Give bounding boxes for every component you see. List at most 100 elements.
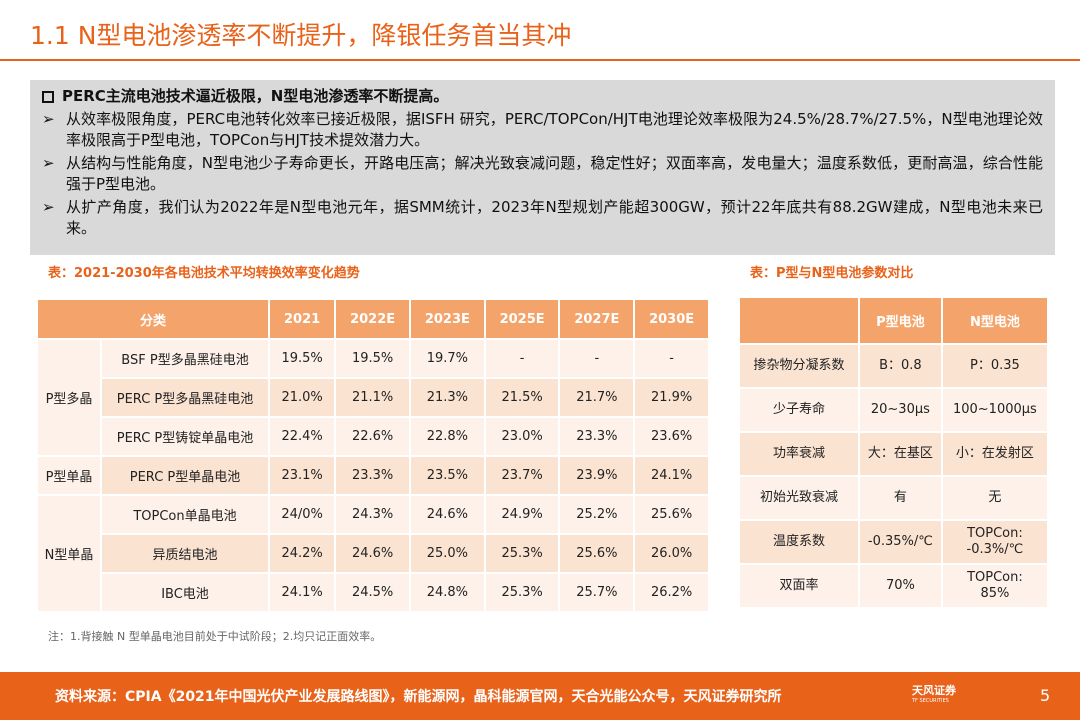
- cell: 25.3%: [485, 535, 559, 572]
- cell: 21.5%: [485, 379, 559, 416]
- row: 双面率 70% TOPCon: 85%: [740, 565, 1047, 607]
- cell: 24.6%: [336, 535, 409, 572]
- cell: 21.9%: [635, 379, 708, 416]
- cell: TOPCon: 85%: [942, 565, 1047, 607]
- cell: 24/0%: [270, 496, 335, 533]
- cell: 21.7%: [560, 379, 634, 416]
- cell: 25.3%: [485, 574, 559, 611]
- column-header: N型电池: [942, 298, 1047, 343]
- logo-sub: TF SECURITIES: [912, 698, 949, 704]
- cell: 22.4%: [270, 418, 335, 455]
- row: PERC P型多晶黑硅电池 21.0% 21.1% 21.3% 21.5% 21.7% 21…: [38, 379, 708, 416]
- cell: 22.8%: [410, 418, 484, 455]
- row: 初始光致衰减有无: [740, 477, 1047, 519]
- cell: 25.6%: [560, 535, 634, 572]
- cell: 25.0%: [410, 535, 484, 572]
- rule: [0, 59, 1080, 61]
- cell: 23.3%: [336, 457, 409, 494]
- note: 注：1.背接触 N 型单晶电池目前处于中试阶段；2.均只记正面效率。: [48, 630, 382, 643]
- efficiency-table: 分类 2021 2022E 2023E 2025E 2027E 2030E P型多晶 BSF P…: [36, 298, 710, 613]
- cell: 初始光致衰减: [740, 477, 858, 519]
- cell: 23.1%: [270, 457, 335, 494]
- cell: -0.35%/℃: [860, 521, 941, 563]
- caption: 表：P型与N型电池参数对比: [750, 266, 914, 281]
- cell: 24.5%: [336, 574, 409, 611]
- column-header: 分类: [38, 300, 268, 338]
- cell: 功率衰减: [740, 433, 858, 475]
- cell: 20~30μs: [860, 389, 941, 431]
- row-name: 异质结电池: [102, 535, 268, 572]
- header-row: 分类 2021 2022E 2023E 2025E 2027E 2030E: [38, 300, 708, 338]
- cell: 23.5%: [410, 457, 484, 494]
- cell: 小：在发射区: [942, 433, 1047, 475]
- column-header: 2025E: [485, 300, 559, 338]
- cell: 70%: [860, 565, 941, 607]
- cell: 23.3%: [560, 418, 634, 455]
- source: 资料来源：CPIA《2021年中国光伏产业发展路线图》，新能源网，晶科能源官网，…: [55, 689, 782, 705]
- group-cell: P型多晶: [38, 340, 100, 455]
- cell: 双面率: [740, 565, 858, 607]
- footer-bar: [0, 672, 1080, 720]
- column-header: 2022E: [336, 300, 409, 338]
- cell: 19.7%: [410, 340, 484, 377]
- cell: B：0.8: [860, 345, 941, 387]
- cell: 25.7%: [560, 574, 634, 611]
- row: 掺杂物分凝系数 B：0.8 P：0.35: [740, 345, 1047, 387]
- cell: 26.0%: [635, 535, 708, 572]
- row: 少子寿命 20~30μs 100~1000μs: [740, 389, 1047, 431]
- caption: 表：2021-2030年各电池技术平均转换效率变化趋势: [48, 266, 360, 281]
- cell: 温度系数: [740, 521, 858, 563]
- cell: 少子寿命: [740, 389, 858, 431]
- bullet: 从效率极限角度，PERC电池转化效率已接近极限，据ISFH 研究，PERC/TO…: [40, 109, 1043, 151]
- row-name: PERC P型多晶黑硅电池: [102, 379, 268, 416]
- cell: 24.6%: [410, 496, 484, 533]
- cell: 21.3%: [410, 379, 484, 416]
- row-name: PERC P型铸锭单晶电池: [102, 418, 268, 455]
- row: PERC P型铸锭单晶电池 22.4% 22.6% 22.8% 23.0% 23.3% 23…: [38, 418, 708, 455]
- row: 温度系数 -0.35%/℃ TOPCon: -0.3%/℃: [740, 521, 1047, 563]
- row: 异质结电池 24.2% 24.6% 25.0% 25.3% 25.6% 26.0%: [38, 535, 708, 572]
- cell: TOPCon: -0.3%/℃: [942, 521, 1047, 563]
- logo: 天风证券 TF SECURITIES: [912, 682, 956, 704]
- cell: 大：在基区: [860, 433, 941, 475]
- cell: 24.2%: [270, 535, 335, 572]
- cell: 掺杂物分凝系数: [740, 345, 858, 387]
- row: P型单晶 PERC P型单晶电池 23.1% 23.3% 23.5% 23.7% 23.9%…: [38, 457, 708, 494]
- cell: 23.6%: [635, 418, 708, 455]
- cell: 23.0%: [485, 418, 559, 455]
- cell: 有: [860, 477, 941, 519]
- row-name: BSF P型多晶黑硅电池: [102, 340, 268, 377]
- bullet: 从结构与性能角度，N型电池少子寿命更长，开路电压高；解决光致衰减问题，稳定性好；…: [40, 153, 1043, 195]
- cell: 21.1%: [336, 379, 409, 416]
- row-name: TOPCon单晶电池: [102, 496, 268, 533]
- row: 功率衰减 大：在基区 小：在发射区: [740, 433, 1047, 475]
- row-name: IBC电池: [102, 574, 268, 611]
- bullet: 从扩产角度，我们认为2022年是N型电池元年，据SMM统计，2023年N型规划产…: [40, 197, 1043, 239]
- column-header: P型电池: [860, 298, 941, 343]
- cell: 19.5%: [336, 340, 409, 377]
- page-number: 5: [1040, 686, 1051, 705]
- cell: 26.2%: [635, 574, 708, 611]
- column-header: 2023E: [410, 300, 484, 338]
- cell: 100~1000μs: [942, 389, 1047, 431]
- cell: 24.3%: [336, 496, 409, 533]
- cell: -: [635, 340, 708, 377]
- column-header: [740, 298, 858, 343]
- cell: -: [485, 340, 559, 377]
- cell: 24.9%: [485, 496, 559, 533]
- column-header: 2030E: [635, 300, 708, 338]
- column-header: 2027E: [560, 300, 634, 338]
- cell: 25.6%: [635, 496, 708, 533]
- cell: 无: [942, 477, 1047, 519]
- title: 1.1 N型电池渗透率不断提升，降银任务首当其冲: [30, 21, 572, 50]
- row: P型多晶 BSF P型多晶黑硅电池 19.5% 19.5% 19.7% - - -: [38, 340, 708, 455]
- cell: -: [560, 340, 634, 377]
- cell: 19.5%: [270, 340, 335, 377]
- header-row: P型电池 N型电池: [740, 298, 1047, 343]
- summary-box: PERC主流电池技术逼近极限，N型电池渗透率不断提高。 从效率极限角度，PERC…: [30, 80, 1055, 255]
- cell: 24.1%: [635, 457, 708, 494]
- group-cell: N型单晶: [38, 496, 100, 611]
- row-name: PERC P型单晶电池: [102, 457, 268, 494]
- cell: 24.1%: [270, 574, 335, 611]
- cell: P：0.35: [942, 345, 1047, 387]
